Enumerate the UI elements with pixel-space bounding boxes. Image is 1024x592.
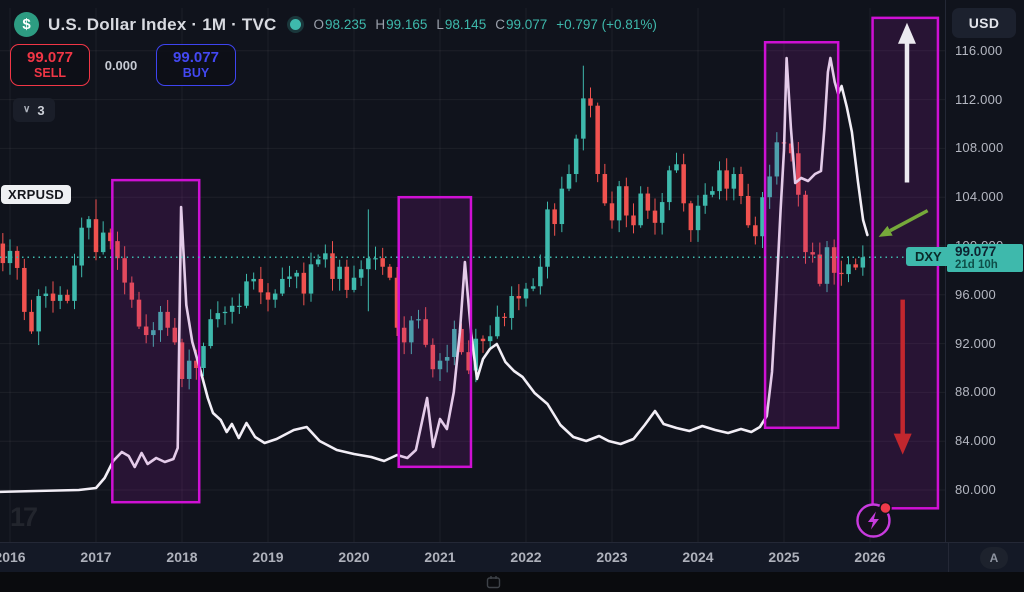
close-value: 99.077	[505, 17, 548, 32]
symbol-logo-icon[interactable]: $	[14, 12, 39, 37]
high-value: 99.165	[386, 17, 428, 32]
x-axis-label: 2022	[510, 549, 542, 565]
buy-price: 99.077	[173, 48, 219, 66]
current-price-badge: 99.077 21d 10h	[947, 244, 1023, 272]
x-axis-label: 2024	[682, 549, 714, 565]
trade-buttons-row: 99.077 SELL 0.000 99.077 BUY	[10, 44, 236, 86]
ohlc-readout: O98.235 H99.165 L98.145 C99.077 +0.797 (…	[314, 17, 657, 32]
chevron-down-icon: ∨	[23, 103, 31, 115]
drawn-arrows[interactable]	[878, 22, 929, 455]
symbol-title[interactable]: U.S. Dollar Index · 1M · TVC	[48, 14, 277, 34]
x-axis-label: 2021	[424, 549, 456, 565]
buy-button[interactable]: 99.077 BUY	[156, 44, 236, 86]
axis-divider	[948, 543, 949, 573]
lightning-alert-icon[interactable]	[856, 501, 892, 538]
x-axis-label: 2019	[252, 549, 284, 565]
low-value: 98.145	[444, 17, 487, 32]
x-axis-label: 2020	[338, 549, 370, 565]
change-value: +0.797 (+0.81%)	[556, 17, 657, 32]
high-label: H	[375, 17, 386, 32]
y-axis-label: 92.000	[955, 335, 996, 351]
y-axis-label: 88.000	[955, 384, 996, 400]
y-axis-label: 116.000	[955, 42, 1003, 58]
layers-dropdown[interactable]: ∨ 3	[13, 98, 55, 122]
x-axis-label: 2016	[0, 549, 26, 565]
currency-button[interactable]: USD	[952, 8, 1016, 38]
price-axis[interactable]: USD 116.000112.000108.000104.000100.0009…	[945, 0, 1024, 542]
badge-countdown: 21d 10h	[955, 259, 998, 272]
y-axis-label: 108.000	[955, 140, 1004, 156]
badge-price: 99.077	[955, 244, 997, 259]
market-status-icon[interactable]	[289, 19, 301, 30]
date-range-icon[interactable]	[486, 575, 501, 589]
tradingview-watermark-icon: 17	[10, 502, 38, 532]
open-value: 98.235	[325, 17, 367, 32]
y-axis-label: 104.000	[955, 189, 1004, 205]
autoscale-button[interactable]: A	[980, 547, 1008, 569]
layers-count: 3	[37, 102, 45, 118]
dxy-price-tag: DXY	[906, 247, 951, 266]
spread-value: 0.000	[104, 57, 138, 73]
close-label: C	[495, 17, 505, 32]
x-axis-label: 2017	[80, 549, 112, 565]
x-axis-label: 2018	[166, 549, 198, 565]
y-axis-label: 96.000	[955, 286, 996, 302]
xrpusd-series-tag[interactable]: XRPUSD	[1, 185, 71, 204]
candlestick-series	[0, 65, 866, 390]
open-label: O	[313, 17, 325, 32]
sell-button[interactable]: 99.077 SELL	[10, 44, 90, 86]
y-axis-label: 112.000	[955, 91, 1003, 107]
y-axis-label: 80.000	[955, 482, 996, 497]
sell-label: SELL	[34, 66, 66, 81]
x-axis-label: 2023	[596, 549, 628, 565]
x-axis-label: 2025	[768, 549, 800, 565]
x-axis-label: 2026	[854, 549, 886, 565]
sell-price: 99.077	[27, 48, 73, 66]
y-axis-label: 84.000	[955, 433, 996, 449]
time-axis[interactable]: 2016 2017 2018 2019 2020 2021 2022 2023 2024 2025…	[0, 542, 1024, 573]
low-label: L	[436, 17, 444, 32]
buy-label: BUY	[182, 66, 210, 81]
bottom-toolbar-strip	[0, 572, 1024, 592]
symbol-header-row: $ U.S. Dollar Index · 1M · TVC O98.235 H…	[14, 12, 657, 37]
xrpusd-overlay-line[interactable]	[0, 56, 869, 494]
